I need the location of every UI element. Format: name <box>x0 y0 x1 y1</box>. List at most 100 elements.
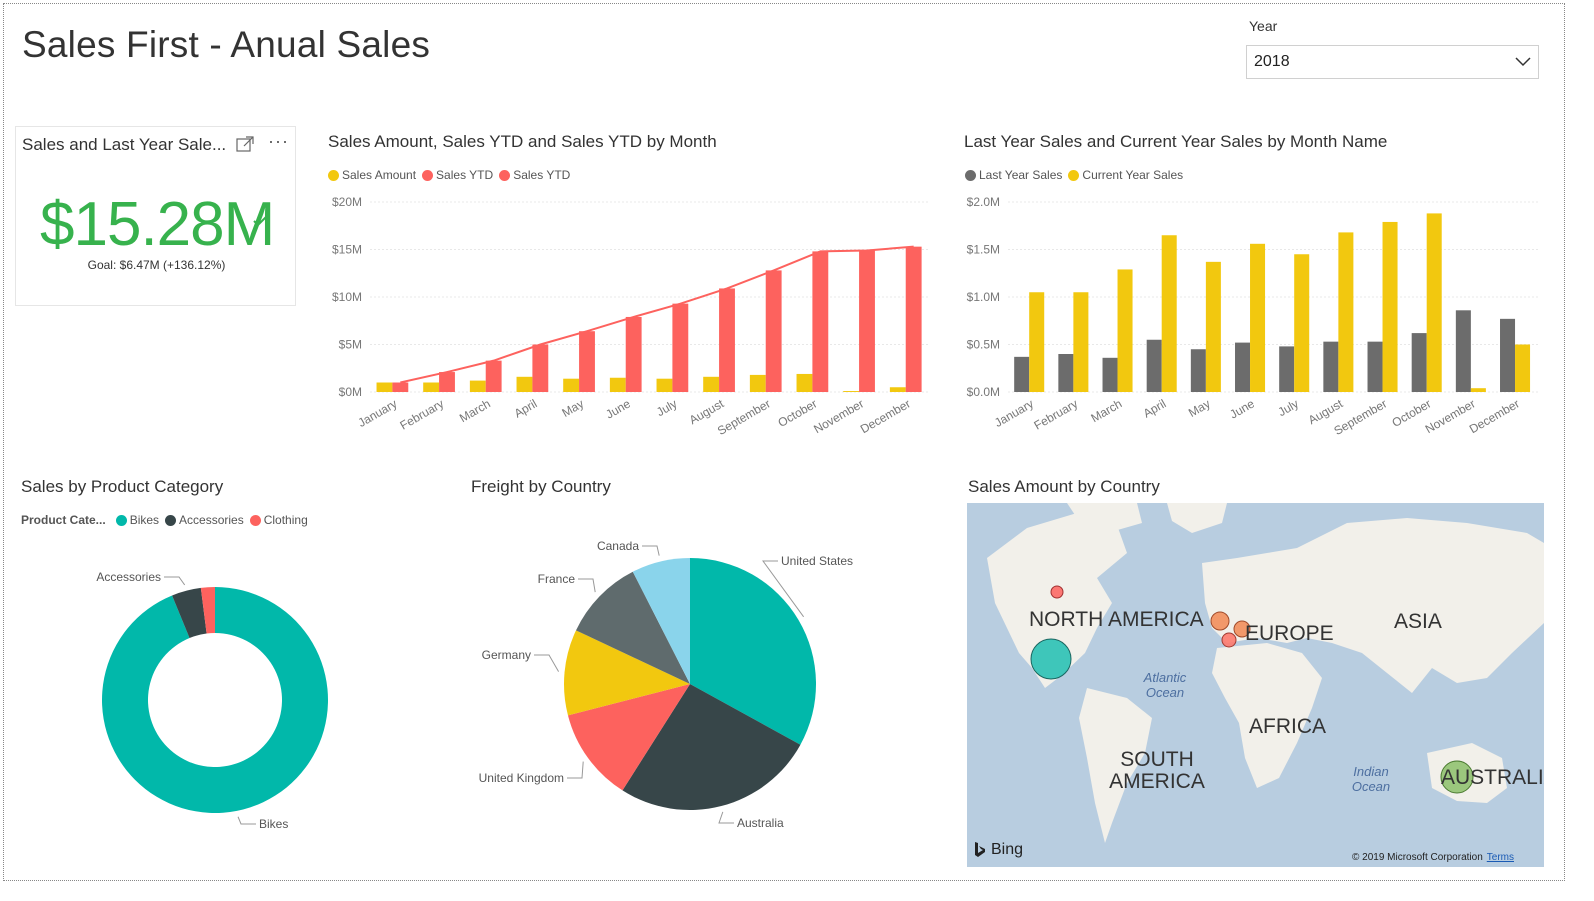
slice-label: Germany <box>482 648 531 662</box>
bar <box>812 251 829 392</box>
slice <box>200 587 215 634</box>
slice <box>632 558 690 684</box>
bar <box>656 378 673 392</box>
x-tick-label: September <box>715 396 773 437</box>
bing-icon <box>975 842 985 857</box>
bing-logo: Bing <box>973 841 1023 859</box>
y-tick-label: $5M <box>339 338 362 352</box>
x-tick-label: January <box>356 396 400 429</box>
map-label-atlantic-ocean: Atlantic Ocean <box>1143 670 1187 700</box>
x-tick-label: January <box>992 396 1036 429</box>
bar <box>843 391 860 392</box>
legend-item[interactable]: Bikes <box>115 513 159 527</box>
leader-line <box>567 761 584 779</box>
bar <box>749 374 766 392</box>
bar <box>1470 388 1486 392</box>
bar <box>1161 235 1177 392</box>
bar <box>423 382 440 392</box>
map-bubble-france <box>1221 632 1237 648</box>
check-icon <box>253 216 267 227</box>
legend-item[interactable]: Sales YTD <box>422 168 493 182</box>
chevron-down-icon <box>1515 57 1531 67</box>
bar <box>1102 357 1118 392</box>
x-tick-label: February <box>398 396 447 432</box>
leader-line <box>642 545 660 556</box>
bar <box>1146 339 1162 392</box>
slice-label: Australia <box>737 816 784 830</box>
chart-pie-plot[interactable]: United States Australia United Kingdom Germ… <box>440 530 920 850</box>
legend-item[interactable]: Accessories <box>165 513 244 527</box>
page-title: Sales First - Anual Sales <box>22 24 431 65</box>
slice-label: United States <box>781 554 853 568</box>
bar <box>1073 292 1089 392</box>
x-tick-label: July <box>654 396 679 419</box>
leader-line <box>534 654 560 672</box>
chart-donut-plot[interactable]: Bikes Accessories <box>60 560 400 850</box>
map-label-south-america: SOUTH AMERICA <box>1109 748 1205 793</box>
legend-item[interactable]: Current Year Sales <box>1068 168 1183 182</box>
bar <box>1250 243 1266 392</box>
bar <box>485 360 502 392</box>
chart-lyc-title: Last Year Sales and Current Year Sales b… <box>964 132 1388 151</box>
slice-label: France <box>538 572 576 586</box>
bar <box>1205 261 1221 392</box>
chart-donut-legend: Product Cate... Bikes Accessories Clothi… <box>21 513 314 527</box>
focus-mode-icon[interactable] <box>235 135 255 153</box>
kpi-card[interactable]: Sales and Last Year Sale... ··· $15.28M … <box>15 126 296 306</box>
bar <box>1190 349 1206 392</box>
leader-line <box>164 576 186 586</box>
bar <box>376 382 393 392</box>
map-label-indian-ocean: Indian Ocean <box>1351 764 1391 794</box>
bar <box>1029 292 1045 392</box>
y-tick-label: $0.0M <box>967 385 1000 399</box>
y-tick-label: $0.5M <box>967 338 1000 352</box>
terms-link[interactable]: Terms <box>1486 852 1514 863</box>
map-bubble-canada <box>1050 585 1064 599</box>
chart-lyc-plot[interactable]: $0.0M $0.5M $1.0M $1.5M $2.0M JanuaryFebruary… <box>958 190 1548 450</box>
year-slicer-dropdown[interactable]: 2018 <box>1246 45 1539 79</box>
bar <box>719 288 735 392</box>
legend-item[interactable]: Clothing <box>249 513 308 527</box>
bar <box>1426 213 1442 392</box>
x-tick-label: December <box>858 396 913 436</box>
slice <box>172 587 207 639</box>
x-tick-label: February <box>1032 396 1081 432</box>
legend-item[interactable]: Sales YTD <box>499 168 570 182</box>
chart-pie-title: Freight by Country <box>471 477 611 496</box>
map-label-north-america: NORTH AMERICA <box>1029 608 1204 631</box>
bar <box>469 380 486 392</box>
bar <box>1382 221 1398 392</box>
year-slicer-value: 2018 <box>1254 53 1290 70</box>
x-tick-label: April <box>1141 396 1169 420</box>
bar <box>532 344 549 392</box>
bar <box>563 378 580 392</box>
bar <box>765 270 782 392</box>
map-bubble-australia <box>1440 760 1474 794</box>
y-tick-label: $10M <box>332 290 362 304</box>
slice <box>102 587 329 813</box>
bar <box>516 376 533 392</box>
slice <box>567 684 690 791</box>
legend-item[interactable]: Last Year Sales <box>965 168 1062 182</box>
bing-map[interactable]: NORTH AMERICA EUROPE ASIA AFRICA SOUTH A… <box>967 503 1544 867</box>
slice-label: Bikes <box>259 817 288 831</box>
legend-item[interactable]: Sales Amount <box>328 168 416 182</box>
slice <box>622 684 801 810</box>
bar <box>1058 354 1074 392</box>
y-tick-label: $2.0M <box>967 195 1000 209</box>
bar <box>1117 269 1133 392</box>
x-tick-label: May <box>560 396 587 419</box>
x-tick-label: June <box>1227 396 1257 421</box>
bar <box>796 373 813 392</box>
bar <box>392 382 409 392</box>
bar <box>609 377 626 392</box>
leader-line <box>578 578 596 593</box>
x-tick-label: December <box>1467 396 1522 436</box>
x-tick-label: March <box>1088 396 1124 425</box>
bar <box>439 372 455 392</box>
more-options-icon[interactable]: ··· <box>268 131 289 151</box>
leader-line <box>762 560 805 618</box>
bar <box>672 303 689 392</box>
